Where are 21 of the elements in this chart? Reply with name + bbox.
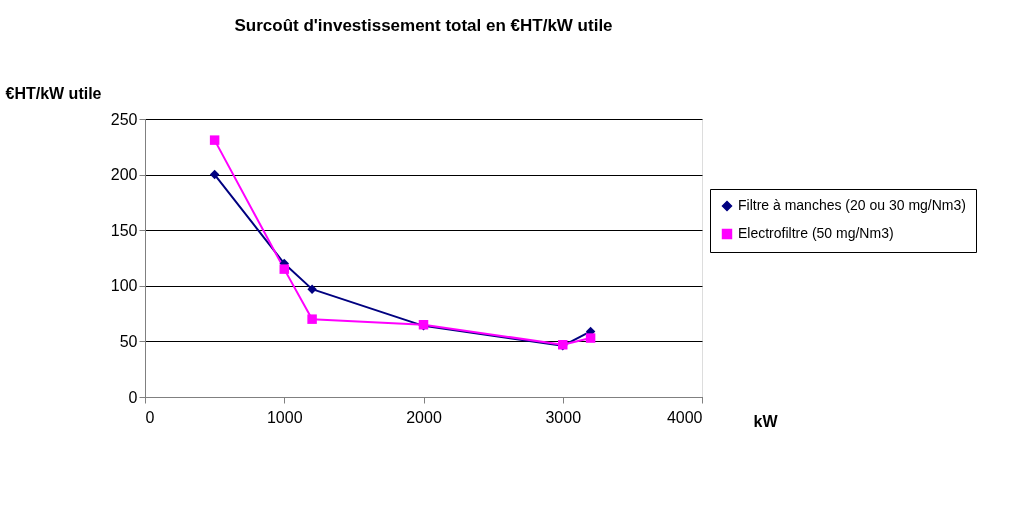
point	[279, 264, 289, 274]
y-tick-label: 200	[110, 166, 138, 184]
x-tick-label: 4000	[666, 408, 703, 426]
y-tick-label: 250	[110, 110, 138, 128]
legend-label: Electrofiltre (50 mg/Nm3)	[738, 225, 894, 241]
legend-label: Filtre à manches (20 ou 30 mg/Nm3)	[738, 197, 966, 213]
x-tick-label: 2000	[406, 408, 442, 426]
x-tick-label: 0	[145, 408, 155, 426]
y-tick-label: 150	[110, 221, 138, 239]
y-tick-label: 50	[119, 332, 138, 350]
y-tick-label: 100	[110, 277, 138, 295]
point	[307, 314, 317, 324]
chart-title: Surcoût d'investissement total en €HT/kW utile	[234, 16, 613, 35]
x-tick-label: 3000	[545, 408, 582, 426]
y-tick-label: 0	[128, 388, 138, 406]
point	[209, 169, 220, 180]
point	[585, 333, 596, 343]
x-tick-label: 1000	[266, 408, 303, 426]
x-axis-title: kW	[753, 412, 779, 430]
point	[209, 135, 220, 145]
y-axis-title: €HT/kW utile	[5, 84, 102, 102]
